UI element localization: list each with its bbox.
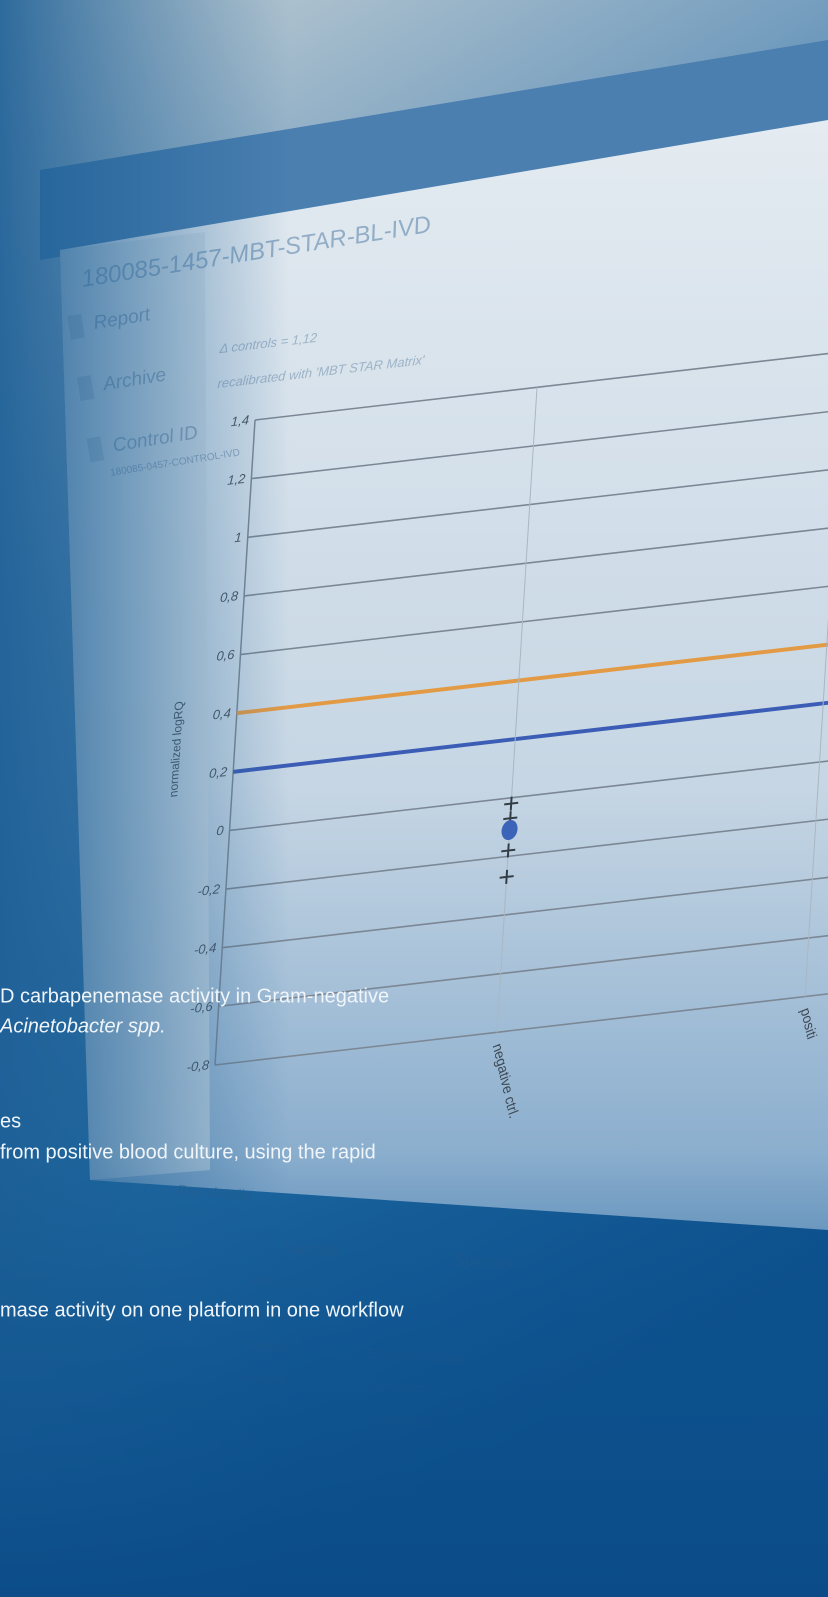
overlay-line: Acinetobacter spp. (0, 1015, 166, 1037)
overlay-text: D carbapenemase activity in Gram-negativ… (0, 985, 404, 1321)
bottom-vignette (0, 1150, 828, 1597)
overlay-line: D carbapenemase activity in Gram-negativ… (0, 985, 389, 1007)
overlay-line: es (0, 1110, 21, 1132)
overlay-line: mase activity on one platform in one wor… (0, 1299, 404, 1321)
overlay-line: from positive blood culture, using the r… (0, 1141, 376, 1163)
